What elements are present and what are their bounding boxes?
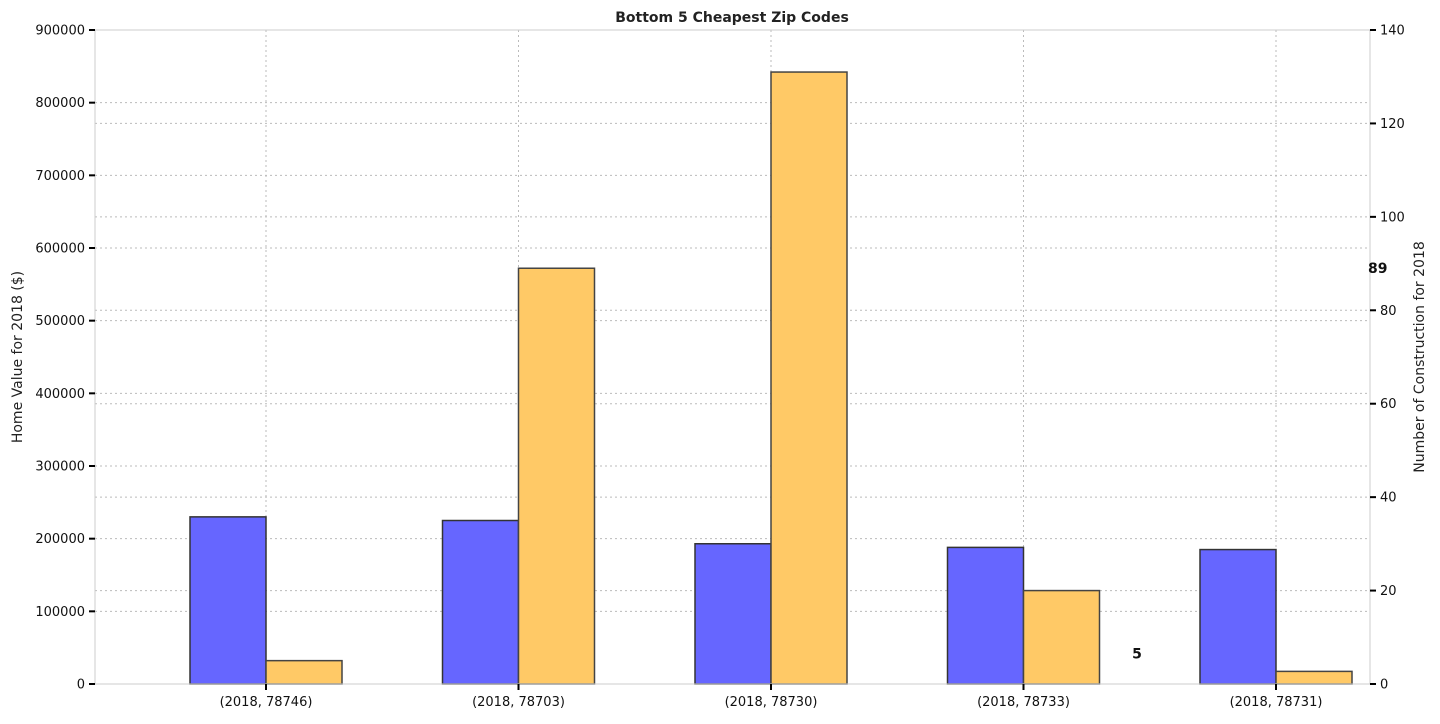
- bars-layer: [189, 71, 1353, 685]
- bar-home-value: [946, 546, 1025, 685]
- bar-home-value: [189, 516, 267, 685]
- y-tick-label: 500000: [35, 314, 85, 329]
- x-tick-label: (2018, 78730): [725, 695, 818, 710]
- x-tick-label: (2018, 78746): [220, 695, 313, 710]
- x-tick-label: (2018, 78703): [472, 695, 565, 710]
- chart-title: Bottom 5 Cheapest Zip Codes: [615, 10, 849, 26]
- bar-construction: [265, 659, 343, 685]
- y-axis-label: Home Value for 2018 ($): [10, 271, 26, 443]
- y-tick-label: 200000: [35, 532, 85, 547]
- y2-tick-label: 80: [1380, 304, 1397, 319]
- bar-home-value: [1199, 548, 1277, 685]
- bar-home-value: [441, 519, 520, 685]
- y2-tick-label: 140: [1380, 24, 1405, 39]
- bar-construction: [517, 267, 596, 685]
- y-tick-label: 300000: [35, 460, 85, 475]
- y-tick-label: 800000: [35, 96, 85, 111]
- x-tick-label: (2018, 78731): [1230, 695, 1323, 710]
- bar-construction: [770, 71, 848, 685]
- y-tick-label: 900000: [35, 24, 85, 39]
- y-tick-label: 0: [77, 678, 85, 693]
- bar-home-value: [694, 543, 772, 685]
- annotation-label: 5: [1132, 647, 1142, 663]
- y2-tick-label: 0: [1380, 678, 1388, 693]
- y-tick-label: 400000: [35, 387, 85, 402]
- y2-tick-label: 100: [1380, 210, 1405, 225]
- bar-construction: [1275, 670, 1353, 685]
- x-tick-label: (2018, 78733): [977, 695, 1070, 710]
- annotation-label: 89: [1368, 261, 1387, 277]
- y-tick-label: 700000: [35, 169, 85, 184]
- y-tick-label: 100000: [35, 605, 85, 620]
- y2-axis-label: Number of Construction for 2018: [1412, 241, 1428, 473]
- y2-tick-label: 120: [1380, 117, 1405, 132]
- axes-layer: 0 100000 200000 300000 400000 500000 600000 700…: [35, 24, 1404, 711]
- y2-tick-label: 40: [1380, 491, 1397, 506]
- y-tick-label: 600000: [35, 242, 85, 257]
- y2-tick-label: 20: [1380, 584, 1397, 599]
- plot-frame: [94, 29, 1371, 685]
- y2-tick-label: 60: [1380, 397, 1397, 412]
- bar-construction: [1022, 589, 1101, 685]
- annotations-layer: 89 5: [1132, 261, 1387, 662]
